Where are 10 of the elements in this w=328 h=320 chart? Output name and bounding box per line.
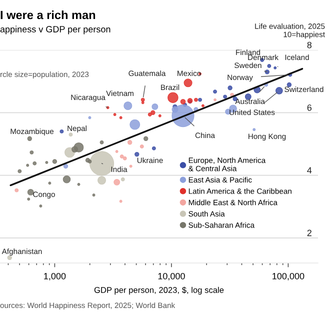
x-tick-label: 1,000 — [44, 272, 66, 280]
x-tick-label: 10,000 — [158, 272, 185, 280]
y-tick-label: 6 — [307, 104, 312, 111]
x-axis-title: GDP per person, 2023, $, log scale — [94, 286, 224, 295]
y-tick-label: 4 — [307, 167, 312, 174]
chart-title: I were a rich man — [0, 10, 96, 20]
y-tick-label: 8 — [307, 42, 312, 48]
chart-subtitle: appiness v GDP per person — [0, 26, 110, 34]
x-tick-label: 100,000 — [272, 272, 304, 280]
y-tick-label: 2 — [307, 230, 312, 236]
